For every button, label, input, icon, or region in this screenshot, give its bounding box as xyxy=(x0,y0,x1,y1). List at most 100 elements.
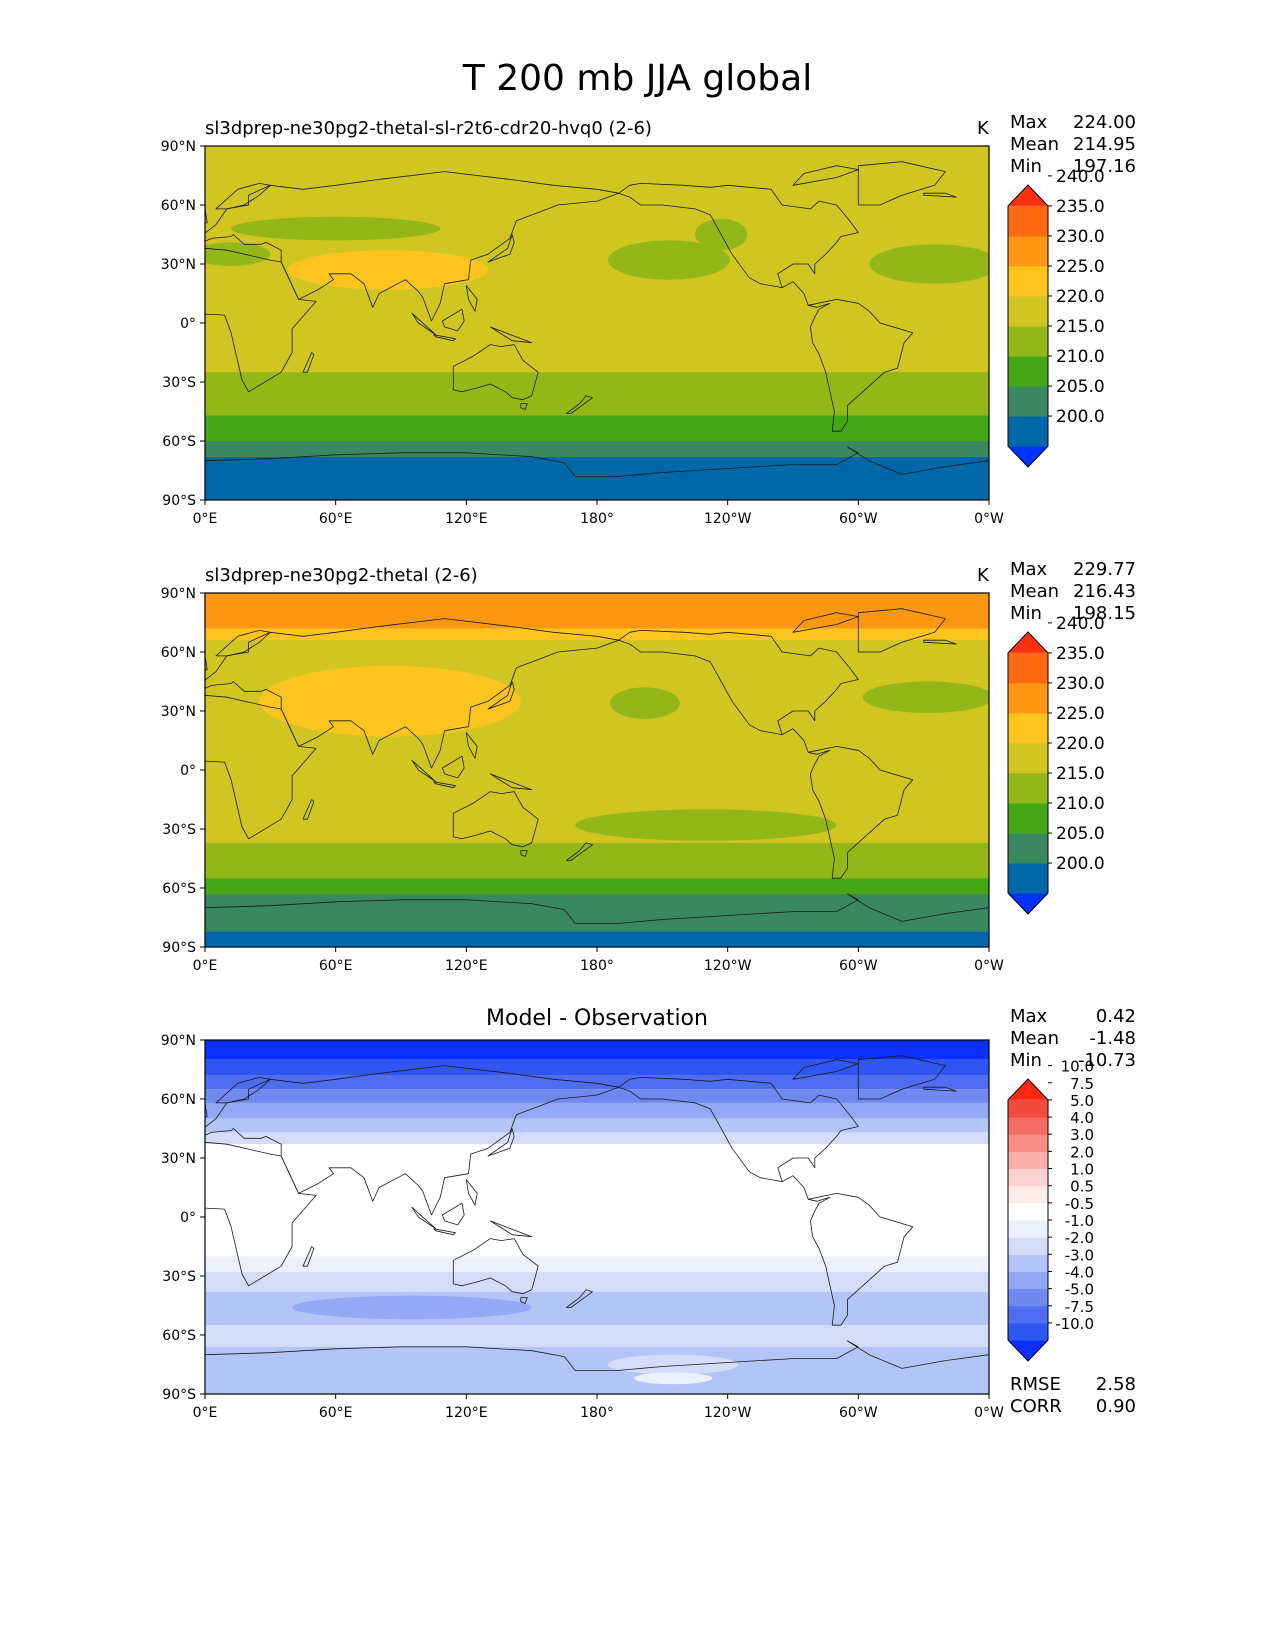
coastline xyxy=(923,192,957,198)
field-band xyxy=(205,593,989,629)
coastline xyxy=(205,1340,989,1371)
field-band xyxy=(205,441,989,457)
lat-tick-label: 60°N xyxy=(161,198,196,214)
coastline xyxy=(465,285,478,312)
coastline xyxy=(792,1059,859,1080)
lat-tick-label: 60°S xyxy=(162,881,196,897)
stat-value-max: 224.00 xyxy=(1073,112,1136,133)
field-band xyxy=(205,415,989,441)
panel-1-title: sl3dprep-ne30pg2-thetal-sl-r2t6-cdr20-hv… xyxy=(205,118,652,139)
colorbar-label: -1.0 xyxy=(1065,1212,1094,1230)
lon-tick-label: 0°E xyxy=(193,958,218,974)
colorbar-label: 220.0 xyxy=(1056,734,1105,754)
stat-label-max: Max xyxy=(1010,112,1048,133)
colorbar-segment xyxy=(1008,833,1048,864)
coastline xyxy=(183,215,192,221)
lon-tick-label: 120°W xyxy=(704,1405,752,1421)
colorbar-label: 0.5 xyxy=(1070,1178,1094,1196)
colorbar-segment xyxy=(1008,326,1048,357)
colorbar-label: 230.0 xyxy=(1056,227,1105,247)
colorbar-extend-max xyxy=(1008,185,1048,206)
colorbar-label: -4.0 xyxy=(1065,1263,1094,1281)
colorbar-segment xyxy=(1008,1168,1048,1187)
coastline xyxy=(452,344,539,401)
coastline xyxy=(618,1077,914,1326)
colorbar-label: 200.0 xyxy=(1056,407,1105,427)
field-band xyxy=(205,1102,989,1119)
lon-tick-label: 0°W xyxy=(974,1405,1004,1421)
corr-label: CORR xyxy=(1010,1396,1062,1417)
colorbar-label: 205.0 xyxy=(1056,377,1105,397)
coastline xyxy=(489,773,533,791)
lon-tick-label: 120°E xyxy=(445,1405,488,1421)
panel-3-colorbar: -10.0-7.5-5.0-4.0-3.0-2.0-1.0-0.50.51.02… xyxy=(1007,1058,1094,1362)
field-band xyxy=(205,1132,989,1145)
field-band xyxy=(205,372,989,416)
lat-tick-label: 60°N xyxy=(161,1092,196,1108)
coastline xyxy=(205,694,317,840)
lon-tick-label: 180° xyxy=(580,1405,614,1421)
lon-tick-label: 60°E xyxy=(319,958,353,974)
stat-value-min: 198.15 xyxy=(1073,603,1136,624)
lat-tick-label: 30°N xyxy=(161,257,196,273)
coastline xyxy=(205,893,989,924)
colorbar-segment xyxy=(1008,1271,1048,1290)
colorbar-label: 235.0 xyxy=(1056,197,1105,217)
coastline xyxy=(302,352,315,373)
coastline xyxy=(566,842,593,861)
colorbar-label: 210.0 xyxy=(1056,794,1105,814)
stat-label-mean: Mean xyxy=(1010,1028,1060,1049)
panel-1-stats: Max 224.00 Mean 214.95 Min 197.16 xyxy=(1010,112,1136,178)
field-band xyxy=(205,1118,989,1133)
colorbar-extend-min xyxy=(1008,893,1048,914)
field-contour xyxy=(205,242,271,266)
lat-tick-label: 30°N xyxy=(161,704,196,720)
coastline xyxy=(489,326,533,344)
stat-label-max: Max xyxy=(1010,559,1048,580)
lon-tick-label: 120°W xyxy=(704,511,752,527)
field-layer xyxy=(183,146,989,500)
colorbar-extend-max xyxy=(1008,632,1048,653)
colorbar-label: 225.0 xyxy=(1056,257,1105,277)
field-band xyxy=(205,1256,989,1273)
lon-tick-label: 120°E xyxy=(445,958,488,974)
colorbar-label: -10.0 xyxy=(1055,1315,1094,1333)
colorbar-label: -5.0 xyxy=(1065,1281,1094,1299)
coastline xyxy=(442,1202,465,1226)
coastline xyxy=(489,1220,533,1238)
field-contour xyxy=(575,809,837,841)
stat-value-mean: 216.43 xyxy=(1073,581,1136,602)
coastline xyxy=(302,1246,315,1267)
field-band xyxy=(205,1089,989,1103)
panel-3-title: Model - Observation xyxy=(486,1006,708,1031)
lat-tick-label: 60°S xyxy=(162,434,196,450)
coastline xyxy=(215,630,271,657)
colorbar-label: 2.0 xyxy=(1070,1143,1094,1161)
coastline xyxy=(452,791,539,848)
lat-tick-label: 30°S xyxy=(162,1269,196,1285)
colorbar-label: 235.0 xyxy=(1056,644,1105,664)
lat-tick-label: 60°S xyxy=(162,1328,196,1344)
stat-label-mean: Mean xyxy=(1010,134,1060,155)
colorbar-label: 10.0 xyxy=(1061,1058,1094,1076)
lon-tick-label: 60°W xyxy=(839,511,878,527)
figure-title: T 200 mb JJA global xyxy=(462,58,813,99)
field-layer xyxy=(205,1040,989,1394)
coastline xyxy=(205,247,317,393)
colorbar-label: 4.0 xyxy=(1070,1109,1094,1127)
colorbar-label: 240.0 xyxy=(1056,167,1105,187)
coastline xyxy=(618,630,914,879)
field-contour xyxy=(231,216,441,241)
field-band xyxy=(205,456,989,500)
colorbar-label: 215.0 xyxy=(1056,317,1105,337)
panel-3-map: 90°N 60°N 30°N 0° 30°S 60°S 90°S 0°E 60°E 120°E 18… xyxy=(161,1033,1004,1421)
lat-tick-label: 90°N xyxy=(161,139,196,155)
colorbar-label: -0.5 xyxy=(1065,1195,1094,1213)
colorbar-label: 1.0 xyxy=(1070,1161,1094,1179)
stat-label-mean: Mean xyxy=(1010,581,1060,602)
lon-tick-label: 60°E xyxy=(319,1405,353,1421)
field-band xyxy=(205,1144,989,1257)
panel-3-stats: Max 0.42 Mean -1.48 Min -10.73 xyxy=(1010,1006,1136,1072)
coastline xyxy=(433,334,456,342)
colorbar-segment xyxy=(1008,1288,1048,1307)
